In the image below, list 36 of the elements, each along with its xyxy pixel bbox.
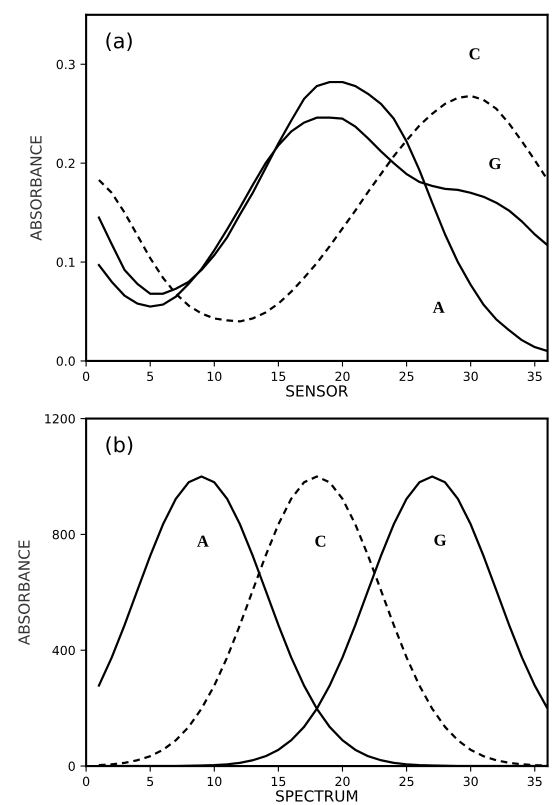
x-tick-label: 35 <box>528 776 542 786</box>
series-label: G <box>434 534 446 546</box>
text: C <box>469 48 480 60</box>
series-label: A <box>197 536 209 547</box>
x-tick-label: 20 <box>335 372 350 382</box>
y-tick-label: 0.2 <box>56 158 74 168</box>
y-tick-label: 0.3 <box>56 60 75 70</box>
x-tick-label: 0 <box>82 776 90 786</box>
x-tick-label: 30 <box>464 372 478 382</box>
x-tick-label: 5 <box>147 372 154 382</box>
y-tick-label: 800 <box>52 530 75 540</box>
y-tick-label: 0.0 <box>56 356 75 366</box>
y-axis-title: ABSORBANCE <box>18 540 30 646</box>
x-tick-label: 15 <box>272 776 286 786</box>
x-tick-label: 5 <box>147 776 154 786</box>
y-tick-label: 0.1 <box>56 258 75 267</box>
x-tick-label: 0 <box>82 372 90 382</box>
y-tick-label: 1200 <box>45 414 75 424</box>
annotation: (a) <box>106 32 132 51</box>
series-label: C <box>315 536 326 547</box>
x-tick-label: 20 <box>335 776 350 786</box>
x-axis-title: SPECTRUM <box>276 790 358 802</box>
y-tick-label: 400 <box>52 646 75 656</box>
x-tick-label: 10 <box>208 372 222 382</box>
y-tick-label: 0 <box>68 762 75 771</box>
series-label: G <box>489 158 501 170</box>
series-label: A <box>432 302 445 313</box>
x-tick-label: 30 <box>464 776 478 786</box>
y-axis-title: ABSORBANCE <box>30 136 42 241</box>
annotation: (b) <box>106 436 132 455</box>
x-tick-label: 35 <box>528 372 542 382</box>
x-tick-label: 15 <box>272 372 286 382</box>
x-tick-label: 25 <box>400 372 414 382</box>
x-axis-title: SENSOR <box>286 385 348 397</box>
x-tick-label: 25 <box>400 776 414 786</box>
x-tick-label: 10 <box>208 776 222 786</box>
